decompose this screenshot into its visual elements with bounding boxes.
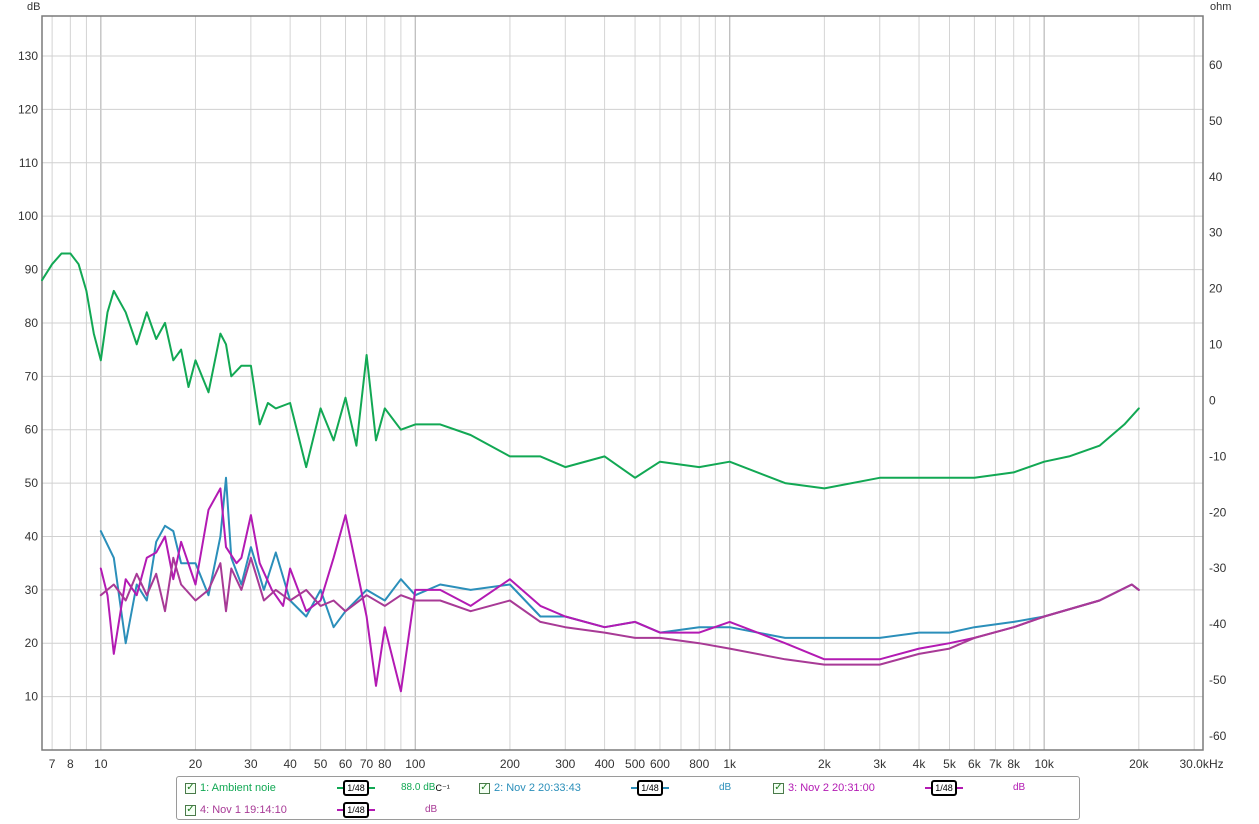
smoothing-label-1: 1/48 [343,780,369,796]
x-tick-label: 10 [94,757,108,771]
y-tick-label: 30 [25,583,39,597]
x-axis-unit: Hz [1209,757,1224,771]
legend-label-3: 3: Nov 2 20:31:00 [788,782,875,794]
series-line-1 [41,252,1140,490]
x-tick-label: 30 [244,757,258,771]
legend-row-2: ✓ 4: Nov 1 19:14:10 1/48 dB [177,801,1079,819]
y2-tick-label: 30 [1209,226,1223,240]
smoothing-label-2: 1/48 [637,780,663,796]
checkbox-4[interactable]: ✓ [185,804,196,816]
series-layer [41,252,1140,693]
checkbox-3[interactable]: ✓ [773,782,784,794]
legend-value-text-1: 88.0 dB [401,782,436,793]
legend-label-2: 2: Nov 2 20:33:43 [494,782,581,794]
x-tick-label: 4k [913,757,927,771]
x-tick-label: 50 [314,757,328,771]
x-tick-label: 600 [650,757,670,771]
legend-value-2: dB [719,782,732,793]
x-tick-label: 40 [283,757,297,771]
x-tick-label: 8 [67,757,74,771]
y2-tick-label: 10 [1209,338,1223,352]
x-tick-label: 200 [500,757,520,771]
y2-tick-label: -40 [1209,617,1227,631]
y2-axis-unit: ohm [1210,1,1231,13]
legend-label-1: 1: Ambient noie [200,782,276,794]
legend-value-1: 88.0 dBC⁻¹ [401,779,450,797]
y-tick-label: 100 [18,209,38,223]
y-tick-label: 40 [25,529,39,543]
legend-item-1[interactable]: ✓ 1: Ambient noie [185,779,276,797]
x-tick-label: 80 [378,757,392,771]
smoothing-label-3: 1/48 [931,780,957,796]
legend-item-3[interactable]: ✓ 3: Nov 2 20:31:00 [773,779,875,797]
x-tick-label: 2k [818,757,832,771]
smoothing-button-2[interactable]: 1/48 [631,780,669,796]
x-tick-label: 1k [723,757,737,771]
x-tick-label: 7 [49,757,56,771]
y2-tick-label: 0 [1209,393,1216,407]
legend-value-4: dB [425,804,438,815]
x-tick-label: 30.0k [1180,757,1210,771]
y2-tick-label: -20 [1209,505,1227,519]
y-tick-label: 60 [25,423,39,437]
x-tick-label: 10k [1034,757,1054,771]
x-tick-label: 8k [1007,757,1021,771]
y-tick-label: 20 [25,636,39,650]
smoothing-button-4[interactable]: 1/48 [337,802,375,818]
y-tick-label: 10 [25,690,39,704]
y-tick-label: 80 [25,316,39,330]
y2-tick-label: 40 [1209,170,1223,184]
smoothing-button-1[interactable]: 1/48 [337,780,375,796]
x-tick-label: 800 [689,757,709,771]
y-tick-labels: 10 20 30 40 50 60 70 80 90 100 110 120 130 [18,49,38,704]
y2-tick-labels: -60 -50 -40 -30 -20 -10 0 10 20 30 40 50 60 [1209,58,1227,743]
legend-panel: ✓ 1: Ambient noie 1/48 88.0 dBC⁻¹ ✓ 2: N… [176,776,1080,820]
y2-tick-label: -60 [1209,729,1227,743]
y2-tick-label: 50 [1209,114,1223,128]
legend-item-2[interactable]: ✓ 2: Nov 2 20:33:43 [479,779,581,797]
legend-value-3: dB [1013,782,1026,793]
legend-row-1: ✓ 1: Ambient noie 1/48 88.0 dBC⁻¹ ✓ 2: N… [177,779,1079,797]
x-tick-labels: 7 8 10 20 30 40 50 60 70 80 100 200 300 400 500 600 800 1… [49,757,1210,771]
x-tick-label: 3k [873,757,887,771]
x-tick-label: 60 [339,757,353,771]
smoothing-label-4: 1/48 [343,802,369,818]
checkbox-2[interactable]: ✓ [479,782,490,794]
x-gridlines [51,16,1195,750]
legend-value-suffix-1: C⁻¹ [435,783,450,793]
x-tick-label: 20 [189,757,203,771]
y-tick-label: 50 [25,476,39,490]
y2-tick-label: -50 [1209,673,1227,687]
frequency-response-chart: 7 8 10 20 30 40 50 60 70 80 100 200 300 400 500 600 800 1… [18,1,1231,771]
y2-tick-label: -10 [1209,449,1227,463]
y2-tick-label: 20 [1209,282,1223,296]
smoothing-button-3[interactable]: 1/48 [925,780,963,796]
x-tick-label: 20k [1129,757,1149,771]
y2-tick-label: -30 [1209,561,1227,575]
x-tick-label: 7k [989,757,1003,771]
y-tick-label: 70 [25,369,39,383]
checkbox-1[interactable]: ✓ [185,782,196,794]
x-tick-label: 400 [595,757,615,771]
y-axis-unit: dB [27,1,40,13]
series-line-4 [99,556,1140,666]
plot-area-frame [41,15,1204,751]
legend-item-4[interactable]: ✓ 4: Nov 1 19:14:10 [185,801,287,819]
y-tick-label: 90 [25,263,39,277]
y-tick-label: 110 [19,156,38,170]
x-tick-label: 100 [405,757,425,771]
y-tick-label: 120 [18,102,38,116]
y-gridlines [42,55,1203,698]
x-tick-label: 6k [968,757,982,771]
x-tick-label: 5k [943,757,957,771]
y-tick-label: 130 [18,49,38,63]
x-tick-label: 300 [555,757,575,771]
series-line-2 [99,476,1140,645]
legend-label-4: 4: Nov 1 19:14:10 [200,804,287,816]
x-tick-label: 500 [625,757,645,771]
y2-tick-label: 60 [1209,58,1223,72]
x-tick-label: 70 [360,757,374,771]
